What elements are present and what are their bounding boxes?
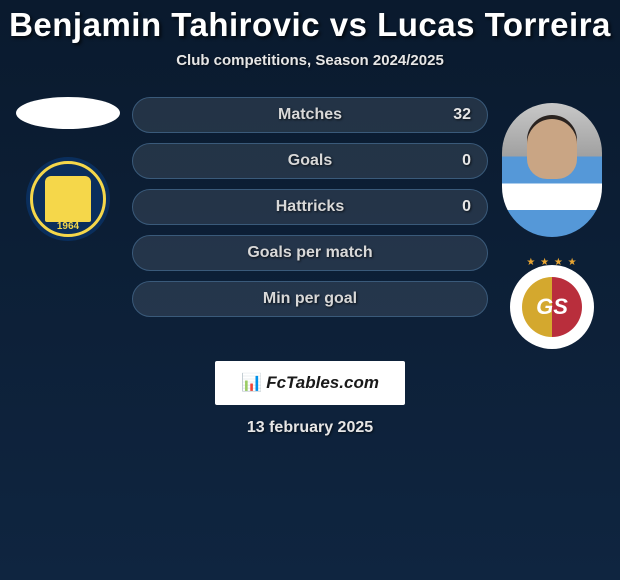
stat-value-right: 0 bbox=[462, 152, 471, 170]
watermark: 📊FcTables.com bbox=[215, 361, 405, 405]
club-logo-brondby: 1964 bbox=[26, 157, 110, 241]
right-player-column: ★ ★ ★ ★ GS bbox=[492, 97, 612, 349]
stat-row-hattricks: Hattricks 0 bbox=[132, 189, 488, 225]
left-player-column: 1964 bbox=[8, 97, 128, 241]
stat-value-right: 32 bbox=[453, 106, 471, 124]
stats-column: Matches 32 Goals 0 Hattricks 0 Goals per… bbox=[128, 97, 492, 327]
player-left-photo bbox=[16, 97, 120, 129]
player-face-icon bbox=[527, 119, 577, 179]
footer: 📊FcTables.com 13 february 2025 bbox=[0, 361, 620, 437]
comparison-content: 1964 Matches 32 Goals 0 Hattricks 0 Goal… bbox=[0, 97, 620, 349]
stat-value-right: 0 bbox=[462, 198, 471, 216]
player-right-photo bbox=[502, 103, 602, 237]
page-subtitle: Club competitions, Season 2024/2025 bbox=[0, 52, 620, 69]
stat-label: Goals per match bbox=[247, 244, 372, 262]
chart-icon: 📊 bbox=[241, 373, 262, 393]
header: Benjamin Tahirovic vs Lucas Torreira Clu… bbox=[0, 0, 620, 69]
brondby-tower-icon bbox=[45, 176, 91, 222]
gs-circle-icon: GS bbox=[522, 277, 582, 337]
stat-label: Min per goal bbox=[263, 290, 357, 308]
stat-row-matches: Matches 32 bbox=[132, 97, 488, 133]
stat-row-goals-per-match: Goals per match bbox=[132, 235, 488, 271]
stat-label: Matches bbox=[278, 106, 342, 124]
stat-label: Goals bbox=[288, 152, 332, 170]
gs-stars-icon: ★ ★ ★ ★ bbox=[510, 257, 594, 268]
brondby-year-label: 1964 bbox=[29, 221, 107, 232]
watermark-text: FcTables.com bbox=[266, 373, 379, 392]
stat-row-goals: Goals 0 bbox=[132, 143, 488, 179]
page-title: Benjamin Tahirovic vs Lucas Torreira bbox=[0, 6, 620, 44]
gs-letters-label: GS bbox=[536, 294, 568, 320]
stat-row-min-per-goal: Min per goal bbox=[132, 281, 488, 317]
stat-label: Hattricks bbox=[276, 198, 344, 216]
club-logo-galatasaray: ★ ★ ★ ★ GS bbox=[510, 265, 594, 349]
date-label: 13 february 2025 bbox=[0, 419, 620, 437]
